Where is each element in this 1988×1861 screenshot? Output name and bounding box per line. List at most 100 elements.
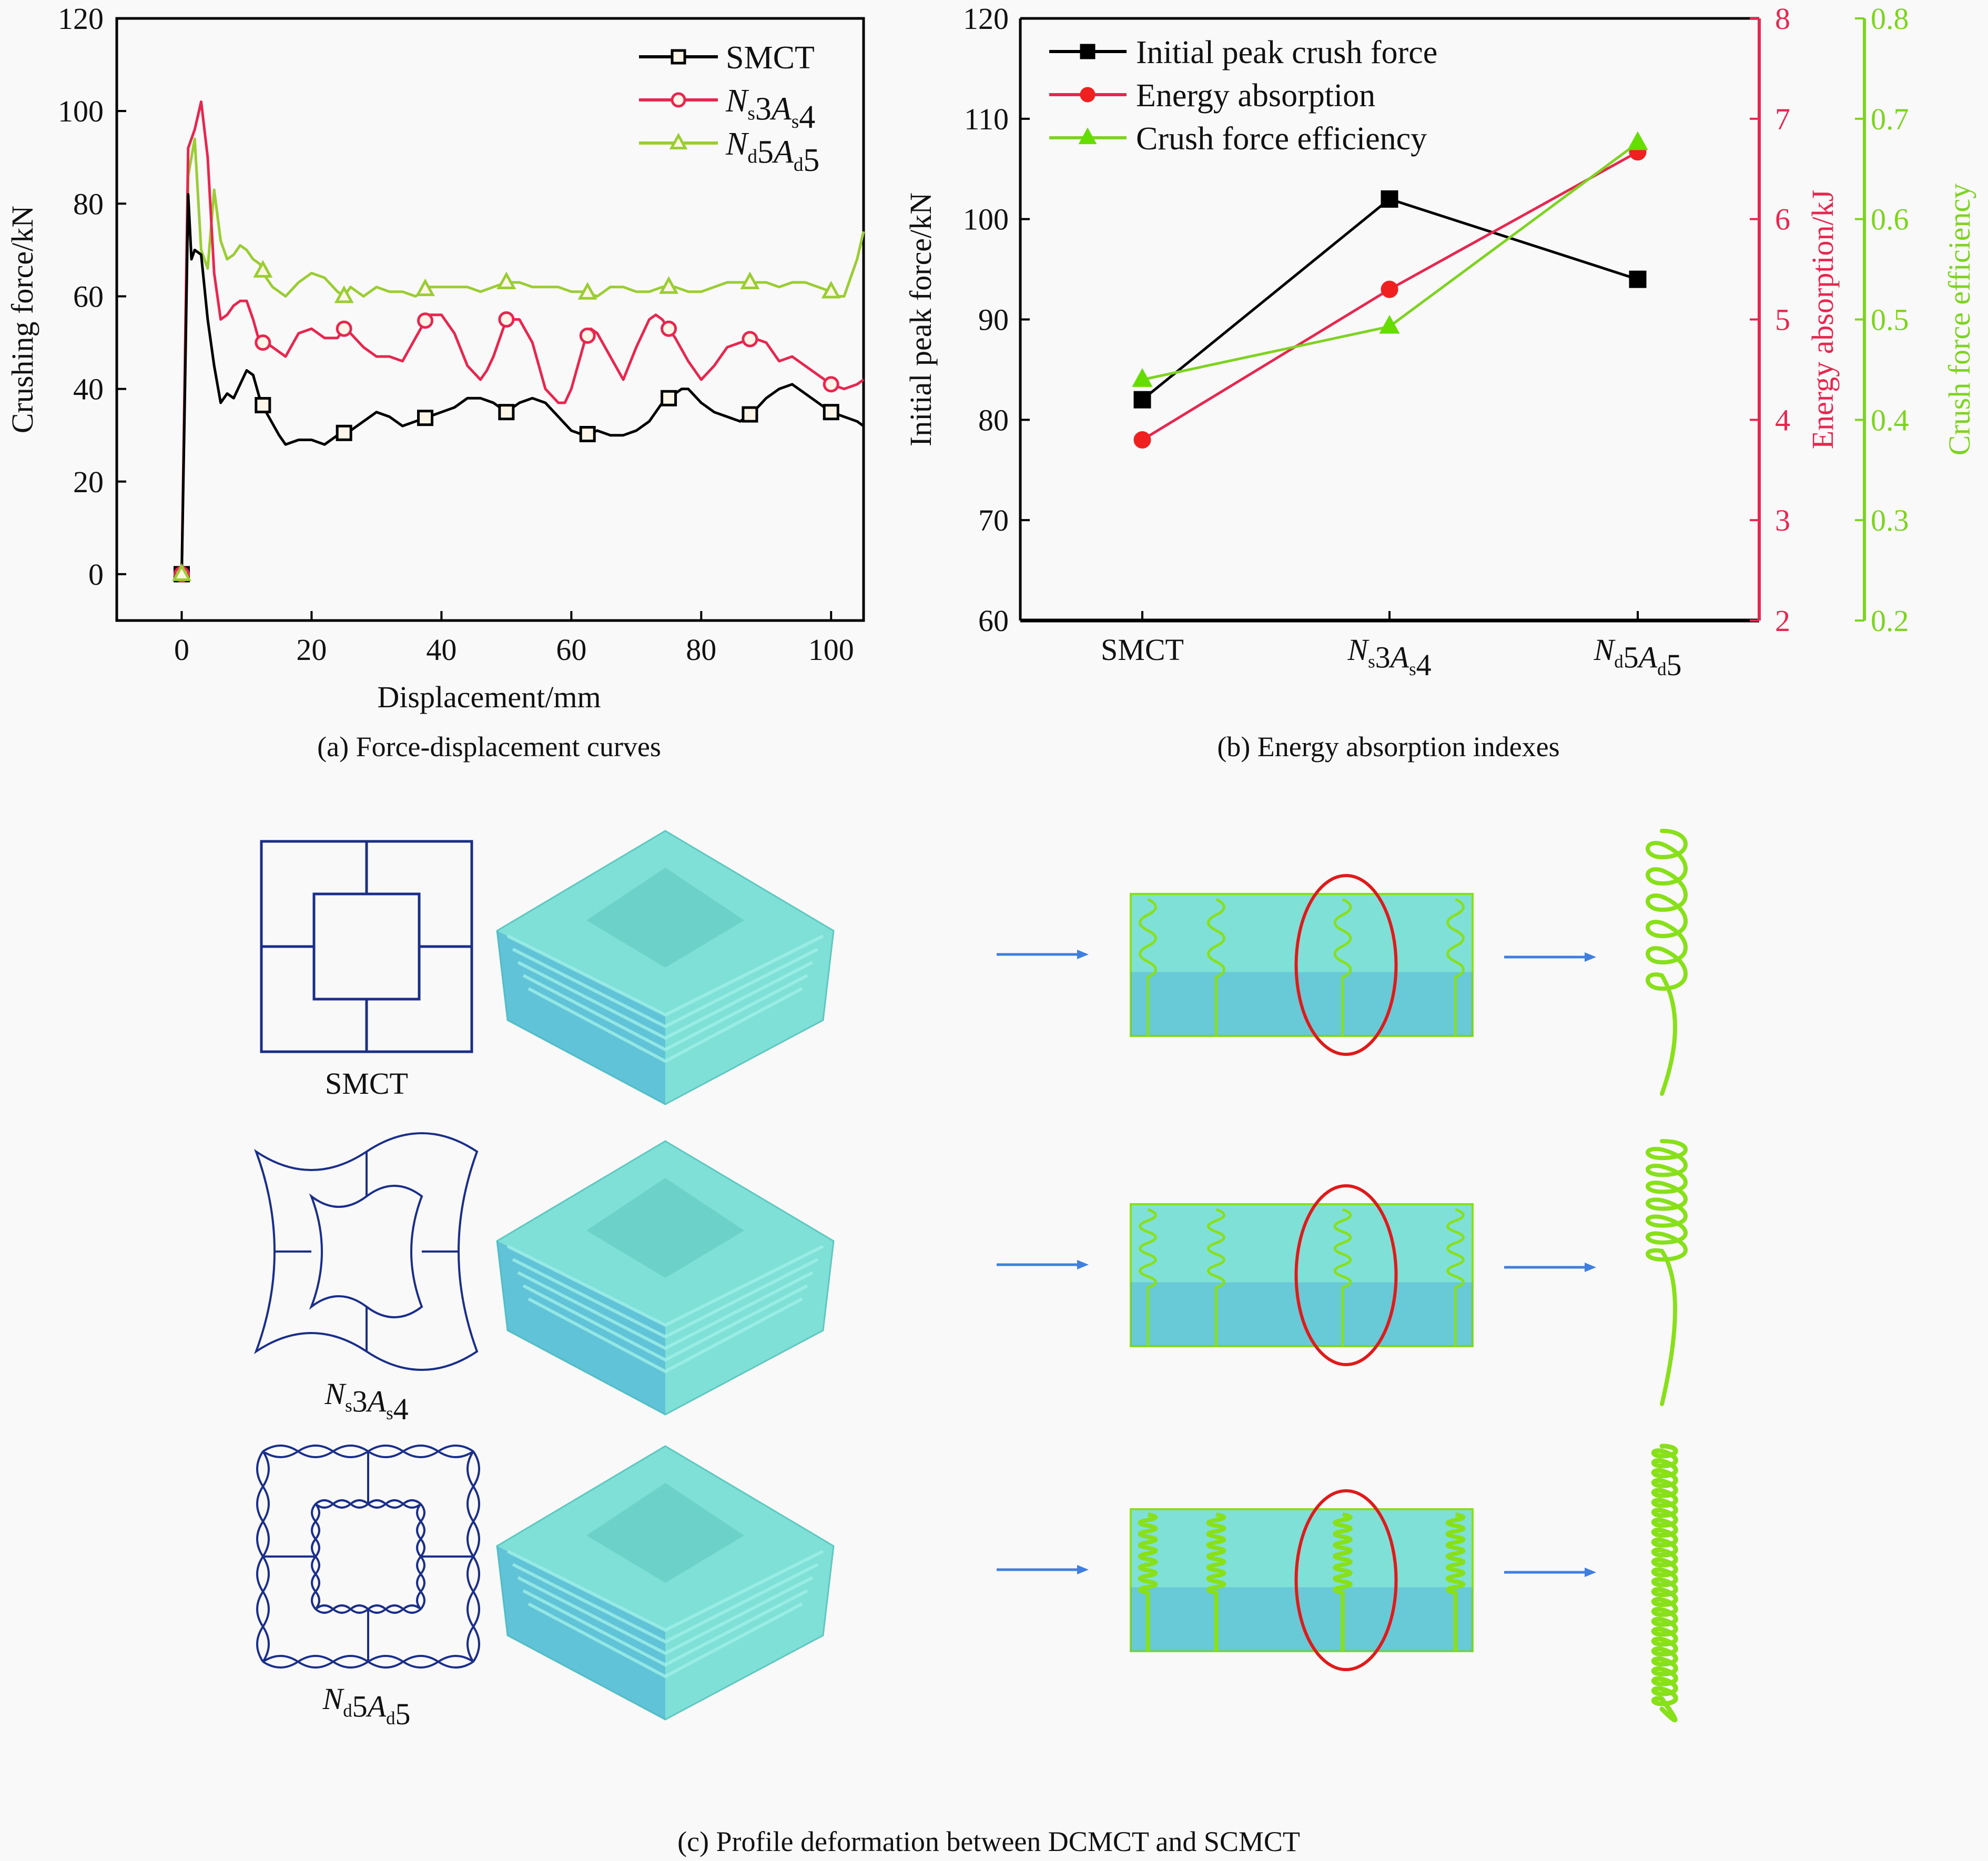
arrow-3-head <box>1585 952 1596 962</box>
efficiency-tick-label: 0.5 <box>1871 303 1909 337</box>
data-marker <box>742 331 758 348</box>
data-marker <box>821 280 841 299</box>
data-marker <box>661 390 677 406</box>
fold-ridge <box>528 1602 803 1679</box>
inner-tube <box>312 892 421 1001</box>
x-tick-label: 80 <box>686 633 716 667</box>
y-tick-label: 100 <box>58 94 104 128</box>
energy-tick-label: 8 <box>1775 2 1790 36</box>
arrow-3-head <box>1585 1568 1596 1577</box>
model-inner-tube <box>586 1178 744 1278</box>
series-SMCT <box>180 193 865 574</box>
fold-ridge <box>522 1589 808 1667</box>
outer-wavy-tube <box>254 1132 479 1371</box>
fold-line <box>1207 1208 1225 1346</box>
legend-label: Nd5Ad5 <box>725 126 819 178</box>
category-label: Ns3As4 <box>1347 633 1431 682</box>
fold-line <box>1333 898 1352 1036</box>
ribs <box>261 841 472 1052</box>
energy-tick-label: 4 <box>1775 403 1790 437</box>
efficiency-tick-label: 0.4 <box>1871 403 1909 437</box>
efficiency-tick-label: 0.7 <box>1871 102 1909 136</box>
data-marker <box>417 410 434 426</box>
legend-marker <box>1080 87 1096 103</box>
inner-wavy-tube <box>309 1185 423 1318</box>
left-tick-label: 60 <box>978 604 1009 638</box>
highlight-ellipse <box>1294 874 1398 1056</box>
data-marker <box>823 404 839 421</box>
data-marker <box>336 320 352 337</box>
series-Initial peak crush force <box>1133 190 1647 409</box>
data-marker <box>1629 270 1647 288</box>
data-marker <box>742 406 758 423</box>
cut-section-view <box>1130 1203 1474 1347</box>
fold-ridge <box>506 934 824 1017</box>
series-line <box>180 193 865 574</box>
fold-line <box>1445 1512 1466 1651</box>
data-marker <box>253 260 273 278</box>
efficiency-tick-label: 0.3 <box>1871 503 1909 537</box>
legend-marker <box>1080 44 1096 59</box>
left-tick-label: 110 <box>964 102 1009 136</box>
arrow-2-head <box>1077 1260 1089 1269</box>
data-marker <box>1627 131 1648 150</box>
legend-label: SMCT <box>726 40 815 76</box>
y-tick-label: 40 <box>73 372 104 406</box>
series-Crush force efficiency <box>1132 131 1648 387</box>
model-inner-tube <box>586 1483 744 1583</box>
data-marker <box>1381 280 1398 298</box>
energy-tick-label: 5 <box>1775 303 1790 337</box>
fold-ridge <box>506 1550 824 1632</box>
data-marker <box>336 424 352 441</box>
legend-label: Ns3As4 <box>725 83 815 135</box>
row-label: Nd5Ad5 <box>322 1682 411 1731</box>
legend-label: Energy absorption <box>1136 78 1375 114</box>
markers-Nd5Ad5 <box>171 260 841 581</box>
energy-tick-label: 7 <box>1775 102 1790 136</box>
folded-profile <box>1646 829 1688 1096</box>
caption-a: (a) Force-displacement curves <box>317 731 661 762</box>
plot-frame-a <box>115 17 865 622</box>
data-marker <box>496 271 516 289</box>
arrow-3-head <box>1585 1263 1596 1272</box>
data-marker <box>255 334 271 351</box>
row-Ns3As4: Ns3As4 <box>254 1132 1688 1426</box>
arrow-2-head <box>1077 950 1089 959</box>
fold-ridge <box>517 1576 814 1655</box>
y-tick-label: 80 <box>73 187 104 221</box>
x-tick-label: 0 <box>174 633 189 667</box>
cut-section-view <box>1130 1508 1474 1652</box>
category-label: Nd5Ad5 <box>1594 633 1682 682</box>
energy-tick-label: 2 <box>1775 604 1790 638</box>
energy-tick-label: 3 <box>1775 503 1790 537</box>
data-marker <box>498 404 515 421</box>
x-axis-label: Displacement/mm <box>377 680 601 714</box>
fold-ridge <box>528 987 803 1063</box>
series-line <box>1141 197 1638 401</box>
data-marker <box>661 320 677 337</box>
series-line <box>1142 141 1639 381</box>
data-marker <box>334 285 354 303</box>
markers-Ns3As4 <box>173 311 839 583</box>
efficiency-axis-label: Crush force efficiency <box>1942 184 1976 455</box>
data-marker <box>1132 368 1153 387</box>
data-marker <box>1133 431 1151 449</box>
legend-label: Crush force efficiency <box>1136 121 1427 157</box>
y-tick-label: 20 <box>73 465 104 499</box>
series-line <box>180 100 865 574</box>
efficiency-tick-label: 0.8 <box>1871 2 1909 36</box>
chart-energy-absorption-indexes: 60 70 80 90 100 110 120 2 3 4 5 6 7 8 0.2 0.3 0.4 0.5 0.6 0… <box>904 2 1976 682</box>
folded-profile <box>1646 1139 1688 1406</box>
fold-line <box>1446 1208 1465 1346</box>
legend-marker <box>1078 127 1097 145</box>
efficiency-tick-label: 0.2 <box>1871 604 1909 638</box>
data-marker <box>823 376 839 393</box>
fold-ridge <box>512 1258 819 1339</box>
left-tick-label: 80 <box>978 403 1009 437</box>
row-SMCT: SMCT <box>260 829 1688 1105</box>
data-marker <box>579 425 596 442</box>
fold-ridge <box>517 961 814 1040</box>
series-Ns3As4 <box>180 100 865 574</box>
model-inner-tube <box>586 868 744 968</box>
fold-ridge <box>522 974 808 1052</box>
